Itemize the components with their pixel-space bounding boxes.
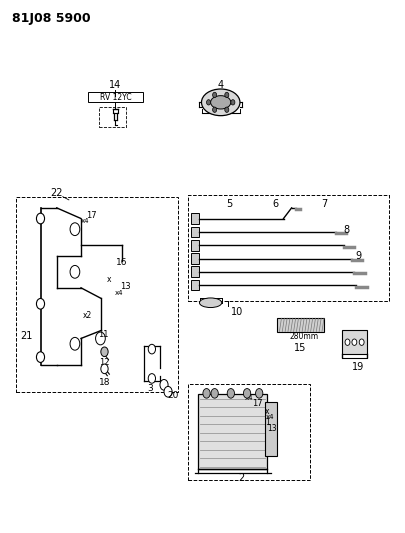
Circle shape xyxy=(70,265,80,278)
Text: 1: 1 xyxy=(265,418,270,426)
Bar xyxy=(191,280,199,290)
Text: 11: 11 xyxy=(98,330,109,339)
Text: 280mm: 280mm xyxy=(290,333,319,341)
Ellipse shape xyxy=(202,89,240,116)
Circle shape xyxy=(345,339,350,345)
Text: 18: 18 xyxy=(99,378,110,387)
Text: 12: 12 xyxy=(99,358,110,367)
Circle shape xyxy=(160,379,168,390)
Circle shape xyxy=(256,389,263,398)
Text: x4: x4 xyxy=(245,395,253,401)
Circle shape xyxy=(36,352,45,362)
Circle shape xyxy=(359,339,364,345)
Bar xyxy=(265,402,277,456)
Bar xyxy=(88,92,143,102)
Circle shape xyxy=(70,223,80,236)
Circle shape xyxy=(213,92,217,98)
Circle shape xyxy=(36,298,45,309)
Bar xyxy=(16,197,178,392)
Text: x4: x4 xyxy=(115,290,124,296)
Text: 7: 7 xyxy=(321,199,327,209)
Bar xyxy=(191,213,199,224)
Text: 9: 9 xyxy=(355,251,362,261)
Text: x: x xyxy=(265,407,270,416)
Text: 13: 13 xyxy=(120,282,131,291)
Bar xyxy=(99,107,126,127)
Bar xyxy=(191,266,199,277)
Text: x2: x2 xyxy=(83,311,92,320)
Circle shape xyxy=(101,347,108,357)
Text: 16: 16 xyxy=(116,258,127,266)
Circle shape xyxy=(70,337,80,350)
Text: RV 12YC: RV 12YC xyxy=(100,93,131,101)
Text: 10: 10 xyxy=(231,307,243,317)
Circle shape xyxy=(225,92,229,98)
Bar xyxy=(198,394,267,469)
Text: 13: 13 xyxy=(267,424,277,433)
Circle shape xyxy=(243,389,251,398)
Text: 2: 2 xyxy=(238,473,244,483)
Bar xyxy=(277,318,324,332)
Circle shape xyxy=(211,389,218,398)
Circle shape xyxy=(148,344,156,354)
Text: 14: 14 xyxy=(109,80,122,90)
Text: 17: 17 xyxy=(252,399,262,408)
Text: 15: 15 xyxy=(294,343,306,352)
Circle shape xyxy=(101,364,108,374)
Text: 3: 3 xyxy=(147,384,153,392)
Circle shape xyxy=(225,107,229,112)
Circle shape xyxy=(148,374,156,383)
Circle shape xyxy=(36,213,45,224)
Bar xyxy=(191,227,199,237)
Text: 22: 22 xyxy=(51,188,63,198)
Text: x: x xyxy=(107,276,112,284)
Text: x4: x4 xyxy=(266,414,275,420)
Text: x4: x4 xyxy=(81,217,89,224)
Circle shape xyxy=(203,389,210,398)
Circle shape xyxy=(164,386,172,397)
Circle shape xyxy=(231,100,235,105)
Text: 20: 20 xyxy=(168,391,179,400)
Ellipse shape xyxy=(199,298,222,308)
Bar xyxy=(188,384,310,480)
Text: 21: 21 xyxy=(20,331,32,341)
Bar xyxy=(188,195,389,301)
Circle shape xyxy=(96,332,105,345)
Ellipse shape xyxy=(211,95,231,109)
Text: 17: 17 xyxy=(86,211,96,220)
Text: 4: 4 xyxy=(217,80,224,90)
Circle shape xyxy=(207,100,211,105)
Circle shape xyxy=(227,389,234,398)
Bar xyxy=(342,330,367,354)
Text: 5: 5 xyxy=(226,199,232,208)
Text: 6: 6 xyxy=(272,199,279,209)
Bar xyxy=(191,240,199,251)
Text: 19: 19 xyxy=(352,362,365,372)
Bar xyxy=(191,253,199,264)
Circle shape xyxy=(352,339,357,345)
Text: 8: 8 xyxy=(343,225,350,235)
Text: 81J08 5900: 81J08 5900 xyxy=(12,12,91,25)
Circle shape xyxy=(213,107,217,112)
